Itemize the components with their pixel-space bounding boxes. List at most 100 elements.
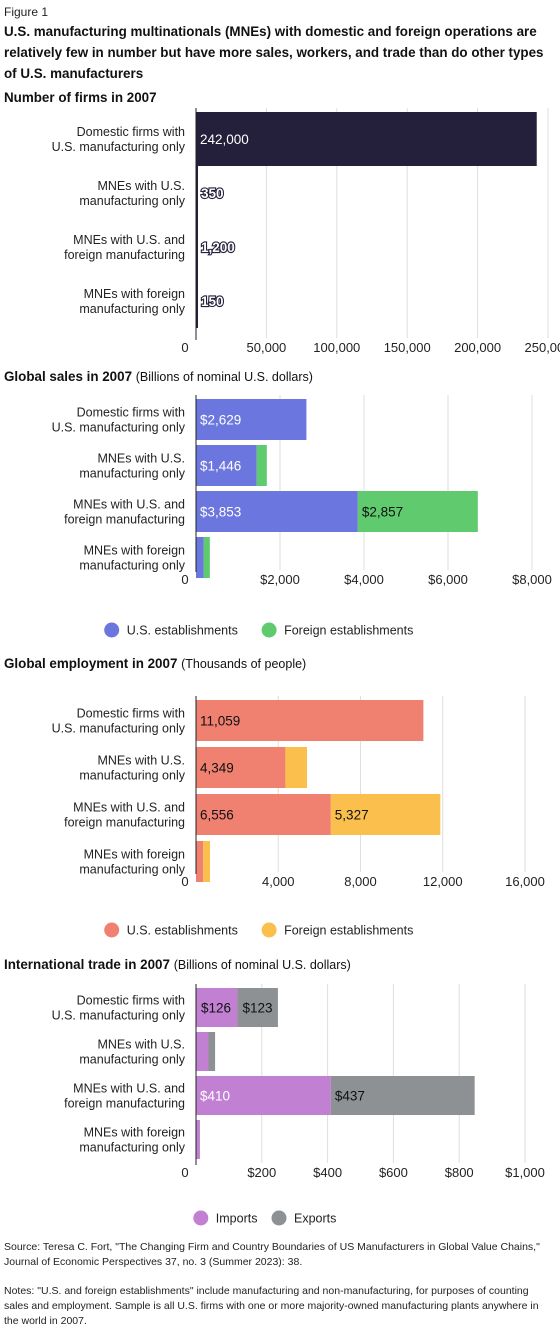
x-tick-label: $200	[247, 1165, 276, 1180]
bar-foreign-establishments	[330, 794, 441, 835]
category-label: MNEs with U.S. and foreign manufacturing	[64, 233, 185, 262]
data-label: $410	[200, 1089, 230, 1104]
employment-chart: Domestic firms with U.S. manufacturing on…	[52, 696, 545, 938]
x-tick-label: $6,000	[428, 572, 468, 587]
data-label: $2,629	[200, 413, 241, 428]
category-label: Domestic firms with U.S. manufacturing on…	[52, 406, 186, 435]
bar-u-s-establishments	[196, 700, 424, 741]
legend-swatch	[261, 622, 277, 638]
legend-swatch	[261, 922, 277, 938]
legend-swatch	[271, 1210, 287, 1226]
bar-foreign-establishments	[203, 537, 210, 578]
category-label: MNEs with U.S. manufacturing only	[79, 179, 185, 208]
bar-imports	[196, 988, 238, 1027]
bar-u-s-establishments	[196, 747, 286, 788]
legend-swatch	[104, 622, 120, 638]
data-label: $126	[201, 1001, 231, 1016]
chart-2-title: Global sales in 2007 (Billions of nomina…	[4, 369, 313, 384]
chart-1-title: Number of firms in 2007	[4, 90, 157, 105]
category-label: MNEs with U.S. manufacturing only	[79, 1038, 185, 1067]
x-tick-label: $600	[379, 1165, 408, 1180]
bar-u-s-establishments	[196, 399, 307, 440]
x-tick-label: 4,000	[262, 874, 295, 889]
data-label: $123	[242, 1001, 272, 1016]
data-label: 1,200	[201, 240, 235, 255]
data-label: 242,000	[200, 132, 249, 147]
bar-firms	[196, 112, 537, 166]
bar-u-s-establishments	[196, 841, 204, 882]
bar-imports	[196, 1120, 200, 1159]
chart-2-title-main: Global sales in 2007	[4, 369, 133, 384]
figure-title: U.S. manufacturing multinationals (MNEs)…	[4, 24, 544, 81]
data-label: $3,853	[200, 505, 241, 520]
trade-chart: Domestic firms with U.S. manufacturing on…	[52, 984, 545, 1226]
data-label: 11,059	[200, 714, 240, 729]
x-tick-label: 50,000	[247, 340, 287, 355]
legend-label: U.S. establishments	[127, 924, 238, 938]
legend-label: Exports	[294, 1212, 336, 1226]
source-note: Source: Teresa C. Fort, "The Changing Fi…	[4, 1241, 540, 1268]
bar-u-s-establishments	[196, 491, 358, 532]
data-label: 6,556	[200, 808, 234, 823]
bar-foreign-establishments	[285, 747, 308, 788]
x-tick-label: $8,000	[512, 572, 552, 587]
chart-4-title: International trade in 2007 (Billions of…	[4, 957, 351, 972]
legend-label: U.S. establishments	[127, 624, 238, 638]
data-label: 5,327	[335, 808, 369, 823]
legend-swatch	[193, 1210, 209, 1226]
bar-firms	[196, 274, 198, 328]
figure-label: Figure 1	[4, 5, 49, 19]
x-tick-label: 0	[181, 572, 188, 587]
bar-u-s-establishments	[196, 537, 204, 578]
x-tick-label: 8,000	[344, 874, 377, 889]
category-label: MNEs with U.S. and foreign manufacturing	[64, 801, 185, 830]
category-label: MNEs with foreign manufacturing only	[79, 544, 185, 573]
x-tick-label: 100,000	[313, 340, 360, 355]
legend-label: Foreign establishments	[284, 624, 413, 638]
chart-3-subtitle: (Thousands of people)	[181, 657, 307, 671]
category-label: MNEs with foreign manufacturing only	[79, 1126, 185, 1155]
bar-foreign-establishments	[357, 491, 478, 532]
chart-2-subtitle: (Billions of nominal U.S. dollars)	[135, 370, 313, 384]
bar-imports	[196, 1076, 331, 1115]
x-tick-label: $800	[445, 1165, 474, 1180]
bar-imports	[196, 1032, 209, 1071]
x-tick-label: 150,000	[384, 340, 431, 355]
x-tick-label: 0	[181, 1165, 188, 1180]
x-tick-label: $400	[313, 1165, 342, 1180]
category-label: Domestic firms with U.S. manufacturing on…	[52, 707, 186, 736]
bar-exports	[208, 1032, 216, 1071]
bar-foreign-establishments	[203, 841, 210, 882]
chart-1-title-main: Number of firms in 2007	[4, 90, 157, 105]
data-label: 350	[201, 186, 224, 201]
x-tick-label: $4,000	[344, 572, 384, 587]
chart-4-subtitle: (Billions of nominal U.S. dollars)	[173, 958, 351, 972]
x-tick-label: $2,000	[260, 572, 300, 587]
chart-3-title: Global employment in 2007 (Thousands of …	[4, 656, 306, 671]
data-label: $437	[335, 1089, 365, 1104]
category-label: MNEs with U.S. manufacturing only	[79, 754, 185, 783]
legend-label: Foreign establishments	[284, 924, 413, 938]
x-tick-label: 0	[181, 340, 188, 355]
category-label: MNEs with U.S. and foreign manufacturing	[64, 1082, 185, 1111]
bar-u-s-establishments	[196, 445, 257, 486]
category-label: Domestic firms with U.S. manufacturing on…	[52, 125, 186, 154]
x-tick-label: $1,000	[505, 1165, 545, 1180]
x-tick-label: 16,000	[505, 874, 545, 889]
category-label: Domestic firms with U.S. manufacturing on…	[52, 994, 186, 1023]
x-tick-label: 200,000	[454, 340, 501, 355]
category-label: MNEs with foreign manufacturing only	[79, 848, 185, 877]
bar-firms	[196, 166, 198, 220]
x-tick-label: 0	[181, 874, 188, 889]
bar-u-s-establishments	[196, 794, 331, 835]
bar-foreign-establishments	[256, 445, 267, 486]
x-tick-label: 12,000	[423, 874, 463, 889]
x-tick-label: 250,000	[525, 340, 560, 355]
firms-chart: Domestic firms with U.S. manufacturing on…	[52, 108, 560, 355]
data-label: 150	[201, 294, 224, 309]
legend-swatch	[104, 922, 120, 938]
sales-chart: Domestic firms with U.S. manufacturing on…	[52, 395, 552, 638]
bar-exports	[330, 1076, 475, 1115]
chart-3-title-main: Global employment in 2007	[4, 656, 178, 671]
category-label: MNEs with U.S. manufacturing only	[79, 452, 185, 481]
